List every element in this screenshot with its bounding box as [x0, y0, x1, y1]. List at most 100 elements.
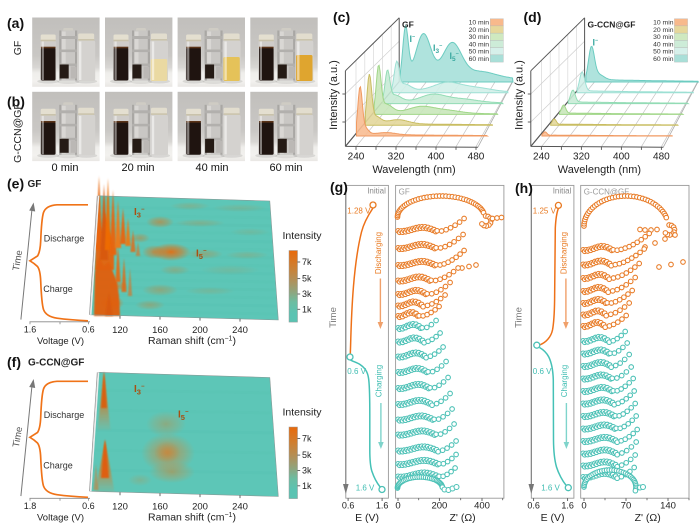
svg-text:GF: GF [399, 188, 410, 197]
svg-text:240: 240 [232, 502, 248, 513]
svg-text:0: 0 [395, 501, 400, 512]
svg-text:480: 480 [468, 152, 485, 163]
svg-text:E (V): E (V) [541, 512, 565, 524]
svg-text:G-CCN@GF: G-CCN@GF [12, 103, 24, 163]
svg-text:5k: 5k [302, 450, 312, 460]
svg-text:1.6 V: 1.6 V [541, 484, 560, 493]
svg-text:3k: 3k [302, 466, 312, 476]
svg-text:40 min: 40 min [653, 41, 674, 48]
svg-text:0.6: 0.6 [82, 501, 95, 511]
svg-text:60 min: 60 min [469, 56, 490, 63]
svg-text:0.6: 0.6 [342, 501, 355, 511]
svg-text:0: 0 [581, 501, 586, 512]
svg-text:Initial: Initial [553, 187, 572, 196]
svg-text:200: 200 [192, 502, 208, 513]
svg-text:30 min: 30 min [469, 34, 490, 41]
svg-text:50 min: 50 min [653, 49, 674, 56]
svg-text:GF: GF [402, 20, 414, 30]
svg-text:Raman shift (cm−1): Raman shift (cm−1) [148, 512, 236, 524]
svg-text:(g): (g) [330, 179, 348, 195]
svg-text:20 min: 20 min [121, 162, 154, 174]
svg-text:Time: Time [11, 249, 25, 271]
svg-text:(e): (e) [7, 176, 24, 192]
svg-text:Wavelength (nm): Wavelength (nm) [558, 164, 641, 176]
svg-text:7k: 7k [302, 257, 312, 267]
svg-text:Initial: Initial [367, 187, 386, 196]
svg-text:5k: 5k [302, 274, 312, 284]
svg-text:I5−: I5− [178, 410, 189, 423]
svg-text:40 min: 40 min [469, 41, 490, 48]
svg-text:0.6: 0.6 [527, 501, 540, 511]
svg-text:Discharging: Discharging [374, 232, 383, 274]
svg-text:Discharge: Discharge [44, 410, 85, 420]
svg-text:1k: 1k [302, 481, 312, 491]
svg-text:0.6: 0.6 [82, 325, 95, 335]
svg-text:(f): (f) [7, 354, 21, 370]
svg-text:1.6: 1.6 [376, 501, 389, 511]
svg-text:I5−: I5− [450, 51, 459, 63]
svg-text:7k: 7k [302, 434, 312, 444]
svg-text:Discharging: Discharging [559, 232, 568, 274]
svg-text:120: 120 [112, 325, 128, 336]
svg-text:I−: I− [410, 34, 416, 44]
svg-text:1k: 1k [302, 304, 312, 314]
svg-text:Charging: Charging [374, 365, 383, 397]
svg-text:Charge: Charge [43, 461, 73, 471]
svg-text:1.28 V: 1.28 V [347, 207, 371, 216]
svg-text:320: 320 [573, 152, 590, 163]
svg-text:50 min: 50 min [469, 49, 490, 56]
svg-text:1.6: 1.6 [24, 325, 37, 335]
svg-text:400: 400 [428, 152, 445, 163]
svg-text:160: 160 [152, 325, 168, 336]
svg-text:40 min: 40 min [195, 162, 228, 174]
svg-text:0.6 V: 0.6 V [533, 367, 552, 376]
svg-text:Intensity (a.u.): Intensity (a.u.) [513, 60, 525, 130]
svg-text:240: 240 [533, 152, 550, 163]
svg-text:(b): (b) [7, 94, 25, 110]
svg-text:Time: Time [513, 307, 524, 328]
svg-text:200: 200 [431, 501, 447, 512]
svg-text:200: 200 [192, 325, 208, 336]
svg-text:Voltage (V): Voltage (V) [37, 513, 84, 524]
svg-text:240: 240 [232, 325, 248, 336]
svg-text:G-CCN@GF: G-CCN@GF [588, 20, 636, 30]
svg-text:160: 160 [152, 502, 168, 513]
svg-text:Charging: Charging [560, 365, 569, 397]
svg-text:0 min: 0 min [52, 162, 79, 174]
svg-text:(d): (d) [524, 9, 542, 25]
svg-text:Wavelength (nm): Wavelength (nm) [372, 164, 455, 176]
svg-text:I3−: I3− [134, 384, 145, 397]
svg-text:1.6 V: 1.6 V [356, 484, 375, 493]
svg-text:GF: GF [28, 179, 42, 190]
svg-text:20 min: 20 min [469, 27, 490, 34]
svg-text:Intensity: Intensity [282, 407, 322, 419]
svg-text:Time: Time [11, 426, 25, 448]
svg-text:60 min: 60 min [653, 56, 674, 63]
svg-text:70: 70 [621, 501, 632, 512]
svg-text:3k: 3k [302, 289, 312, 299]
svg-text:Z' (Ω): Z' (Ω) [635, 512, 661, 524]
svg-text:Discharge: Discharge [44, 234, 85, 244]
svg-text:0.6 V: 0.6 V [347, 367, 366, 376]
svg-text:Time: Time [328, 307, 339, 328]
svg-text:400: 400 [613, 152, 630, 163]
svg-text:1.8: 1.8 [24, 501, 37, 511]
svg-text:1.6: 1.6 [561, 501, 574, 511]
svg-text:1.25 V: 1.25 V [533, 207, 557, 216]
svg-text:(a): (a) [7, 15, 24, 31]
svg-text:(c): (c) [333, 9, 350, 25]
svg-text:E (V): E (V) [355, 512, 379, 524]
svg-text:10 min: 10 min [653, 20, 674, 27]
svg-text:GF: GF [12, 41, 24, 56]
svg-text:320: 320 [388, 152, 405, 163]
svg-text:(h): (h) [515, 180, 533, 196]
svg-text:I3−: I3− [134, 207, 145, 220]
svg-text:60 min: 60 min [269, 162, 302, 174]
svg-text:Charge: Charge [43, 284, 73, 294]
svg-text:I5−: I5− [196, 249, 207, 262]
svg-text:Intensity: Intensity [282, 230, 322, 242]
svg-text:Voltage (V): Voltage (V) [37, 336, 84, 347]
svg-text:120: 120 [112, 502, 128, 513]
svg-text:20 min: 20 min [653, 27, 674, 34]
svg-text:Z' (Ω): Z' (Ω) [450, 512, 476, 524]
